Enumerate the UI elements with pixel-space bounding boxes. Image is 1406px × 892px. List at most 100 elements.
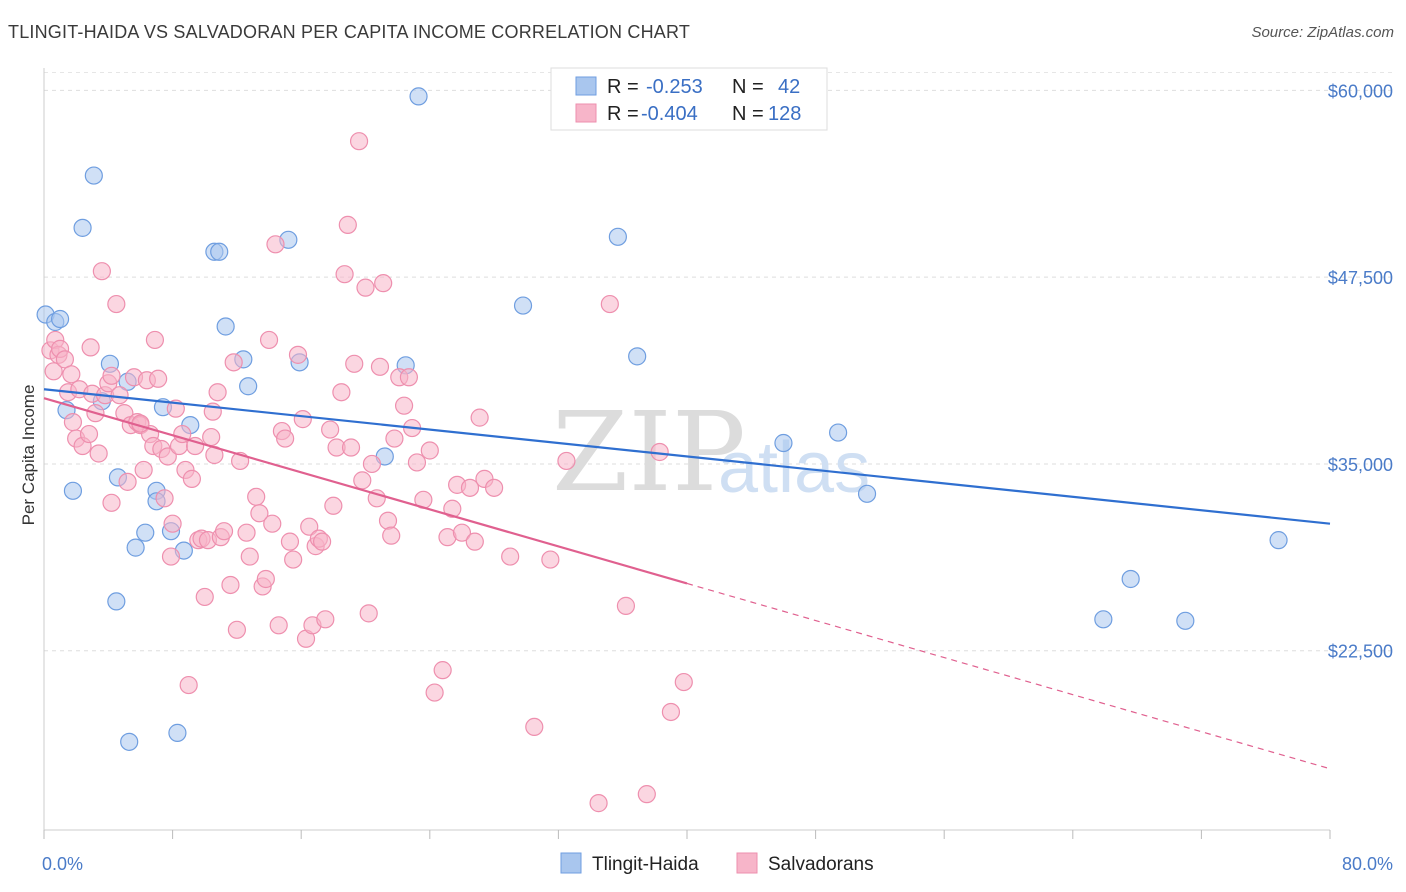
data-point (89, 444, 108, 463)
data-point (247, 487, 266, 506)
data-point (227, 620, 246, 639)
data-point (208, 383, 227, 402)
data-point (557, 451, 576, 471)
data-point (443, 499, 462, 518)
data-point (774, 433, 793, 453)
legend-swatch-tlingit-haida (575, 76, 597, 96)
data-point (134, 460, 153, 480)
data-point (214, 522, 234, 541)
data-point (250, 504, 269, 523)
legend-n-label-2: N = (732, 103, 764, 125)
data-point (195, 587, 214, 607)
data-point (637, 785, 656, 804)
data-point (149, 369, 168, 388)
data-point (465, 532, 484, 551)
data-point (385, 429, 404, 448)
data-point (239, 377, 258, 396)
data-point (62, 365, 81, 384)
data-point (394, 396, 414, 415)
data-point (276, 429, 295, 448)
y-tick-label: $22,500 (1328, 642, 1393, 662)
x-tick-labels: 0.0% 80.0% (42, 854, 1393, 874)
bottom-legend-label-tlingit-haida: Tlingit-Haida (592, 854, 699, 875)
bottom-legend-label-salvadorans: Salvadorans (768, 854, 874, 875)
data-point (378, 511, 398, 530)
data-point (399, 368, 419, 387)
data-point (356, 278, 375, 297)
data-point (345, 354, 364, 373)
legend-r-label-2: R = (607, 103, 639, 125)
data-point (324, 496, 343, 515)
data-point (221, 575, 240, 595)
data-point (210, 242, 229, 261)
trend-line-extension (686, 582, 1331, 770)
x-tick-label-max: 80.0% (1342, 854, 1393, 874)
legend-r-value-2: -0.404 (641, 103, 698, 125)
data-point (332, 383, 351, 402)
data-point (269, 616, 288, 635)
y-tick-label: $60,000 (1328, 81, 1393, 101)
data-point (1176, 611, 1195, 630)
legend-box: R = -0.253 N = 42 R = -0.404 N = 128 (550, 67, 828, 131)
data-point (118, 472, 137, 491)
data-point (102, 493, 121, 512)
data-point (63, 481, 83, 500)
y-tick-labels: $22,500 $35,000 $47,500 $60,000 (1328, 81, 1393, 661)
data-point (300, 517, 319, 536)
trend-line (43, 397, 688, 585)
legend-r-label-1: R = (607, 76, 639, 98)
data-point (341, 438, 361, 457)
trend-lines (43, 388, 1331, 770)
data-point (161, 547, 181, 566)
chart-title: TLINGIT-HAIDA VS SALVADORAN PER CAPITA I… (8, 22, 691, 42)
data-point (182, 469, 201, 488)
data-point (280, 532, 300, 551)
data-point (55, 350, 74, 369)
data-point (433, 661, 452, 680)
y-tick-label: $35,000 (1328, 455, 1393, 475)
data-point (102, 366, 121, 385)
data-point (359, 604, 378, 623)
watermark: ZIP atlas (552, 388, 870, 516)
data-point (425, 683, 444, 702)
data-point (600, 294, 619, 314)
trend-line (43, 388, 1331, 525)
data-point (266, 235, 285, 254)
data-point (136, 523, 155, 542)
data-point (616, 596, 636, 615)
data-point (349, 132, 369, 151)
data-point (145, 330, 165, 350)
bottom-legend-swatch-tlingit-haida (560, 852, 582, 874)
data-point (256, 569, 275, 589)
data-point (374, 274, 393, 293)
data-point (92, 262, 111, 281)
data-point (284, 550, 303, 569)
data-point (608, 227, 627, 246)
data-point (628, 347, 647, 366)
y-tick-label: $47,500 (1328, 268, 1393, 288)
bottom-legend-swatch-salvadorans (736, 852, 758, 874)
data-point (84, 166, 103, 185)
data-point (216, 317, 235, 336)
data-point (1094, 610, 1113, 629)
data-point (362, 454, 382, 474)
data-point (485, 478, 504, 497)
data-point (155, 489, 174, 508)
data-point (338, 215, 357, 234)
data-point (829, 423, 848, 442)
series-salvadorans (41, 132, 693, 813)
legend-r-value-1: -0.253 (646, 76, 703, 98)
data-point (420, 441, 439, 460)
data-point (501, 547, 520, 566)
y-axis-label: Per Capita Income (19, 385, 38, 526)
data-point (240, 547, 259, 566)
data-point (460, 478, 480, 497)
data-point (321, 420, 340, 439)
data-point (202, 427, 221, 447)
data-point (452, 523, 472, 542)
data-point (293, 410, 312, 429)
data-point (44, 362, 63, 381)
data-point (513, 296, 533, 315)
data-point (288, 345, 308, 364)
